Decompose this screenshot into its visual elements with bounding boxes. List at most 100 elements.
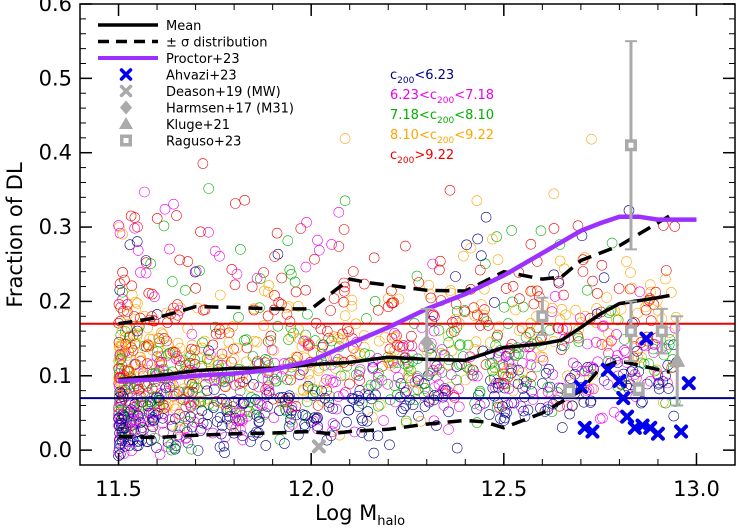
y-tick-label: 0.4 — [39, 141, 72, 165]
sim-halo-point — [220, 381, 231, 393]
sim-halo-point — [479, 304, 490, 315]
sim-halo-point — [315, 338, 327, 350]
sim-halo-point — [246, 281, 258, 293]
sim-halo-point — [114, 420, 125, 431]
sim-halo-point — [501, 407, 512, 419]
sim-halo-point — [489, 390, 500, 402]
sim-halo-point — [636, 352, 648, 363]
sim-halo-point — [179, 422, 191, 434]
sim-halo-point — [122, 306, 133, 317]
sim-halo-point — [495, 413, 506, 424]
sim-halo-point — [148, 407, 159, 419]
sim-halo-point — [471, 195, 483, 206]
ahvazi23-point — [681, 376, 696, 391]
sim-halo-point — [304, 375, 316, 387]
sim-halo-point — [498, 368, 509, 380]
sim-halo-point — [384, 343, 396, 355]
sim-halo-point — [164, 243, 175, 255]
sim-halo-point — [221, 403, 232, 415]
simulation-scatter — [113, 133, 683, 462]
ahvazi23-point — [650, 426, 665, 441]
x-tick-label: 13.0 — [673, 477, 720, 501]
sim-halo-point — [228, 343, 239, 355]
sim-halo-point — [269, 373, 280, 385]
sim-halo-point — [168, 198, 179, 210]
sim-halo-point — [556, 303, 568, 315]
ahvazi23-point — [585, 424, 600, 439]
sim-halo-point — [114, 278, 126, 290]
sim-halo-point — [133, 435, 145, 447]
sim-halo-point — [254, 273, 266, 285]
sim-halo-point — [158, 220, 170, 232]
sim-halo-point — [150, 409, 161, 421]
sim-halo-point — [182, 256, 194, 267]
sim-halo-point — [180, 433, 192, 444]
x-tick-label: 11.5 — [95, 477, 142, 501]
sim-halo-point — [612, 350, 623, 361]
sim-halo-point — [313, 245, 325, 256]
legend-entry: Harmsen+17 (M31) — [120, 100, 294, 117]
sim-halo-point — [236, 409, 248, 421]
sim-halo-point — [582, 338, 593, 350]
sim-halo-point — [653, 383, 665, 395]
sim-halo-point — [369, 296, 381, 307]
sim-halo-point — [201, 418, 213, 430]
raguso23-point-center — [539, 313, 545, 319]
sim-halo-point — [596, 339, 608, 350]
sim-halo-point — [122, 350, 133, 361]
sim-halo-point — [290, 286, 302, 298]
sim-halo-point — [113, 336, 125, 348]
sim-halo-point — [505, 367, 517, 379]
sim-halo-point — [321, 434, 333, 446]
sim-halo-point — [137, 412, 149, 424]
sim-halo-point — [594, 413, 606, 425]
axes: 11.5 12.0 12.5 13.0 0.0 0.1 0.2 0.3 0.4 0.5 0.6 — [39, 0, 736, 501]
sim-halo-point — [363, 383, 374, 395]
sim-halo-point — [302, 340, 314, 352]
sim-halo-point — [669, 396, 681, 408]
legend-x-marker — [119, 68, 133, 81]
sim-halo-point — [484, 337, 496, 348]
sim-halo-point — [493, 321, 505, 333]
sim-halo-point — [486, 357, 498, 369]
sim-halo-point — [279, 438, 290, 449]
sim-halo-point — [613, 283, 625, 294]
sim-halo-point — [491, 331, 503, 343]
raguso23-point-center — [636, 386, 642, 392]
sim-halo-point — [548, 269, 560, 281]
sim-halo-point — [129, 398, 141, 410]
sim-halo-point — [324, 390, 335, 402]
sim-halo-point — [363, 389, 374, 401]
sim-halo-point — [224, 411, 235, 422]
sim-halo-point — [133, 383, 145, 395]
sim-halo-point — [162, 441, 174, 453]
sim-halo-point — [258, 267, 269, 278]
sim-halo-point — [382, 378, 394, 390]
sim-halo-point — [468, 370, 479, 382]
sim-halo-point — [376, 374, 388, 386]
sim-halo-point — [333, 207, 345, 218]
sim-halo-point — [152, 346, 163, 357]
sim-halo-point — [203, 183, 214, 194]
sim-halo-point — [493, 381, 504, 393]
sim-halo-point — [152, 408, 164, 419]
sim-halo-point — [169, 347, 181, 358]
sim-halo-point — [576, 365, 588, 377]
sim-halo-point — [260, 440, 272, 451]
series-lines — [118, 214, 697, 440]
sim-halo-point — [502, 399, 514, 411]
sim-halo-point — [392, 339, 403, 351]
sim-halo-point — [182, 437, 194, 449]
sim-halo-point — [326, 239, 337, 250]
series-line — [118, 293, 670, 382]
sim-halo-point — [382, 301, 394, 313]
sim-halo-point — [531, 361, 542, 373]
sim-halo-point — [259, 285, 270, 297]
sim-halo-point — [283, 421, 295, 433]
sim-halo-point — [339, 195, 351, 207]
sim-halo-point — [132, 298, 143, 309]
sim-halo-point — [454, 340, 465, 351]
sim-halo-point — [177, 394, 189, 405]
sim-halo-point — [411, 373, 423, 384]
sim-halo-point — [605, 335, 617, 347]
